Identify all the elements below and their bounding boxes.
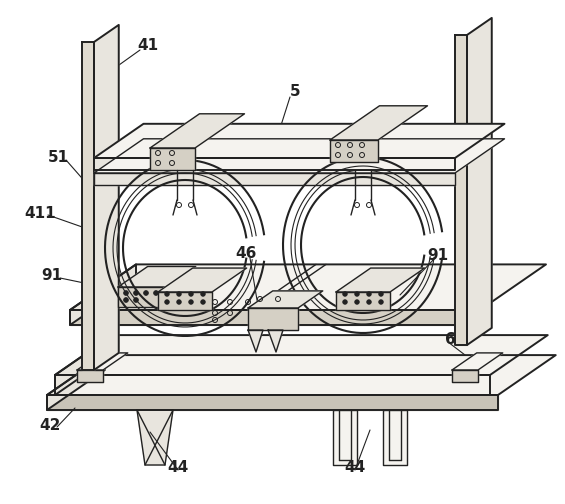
Text: 44: 44 <box>167 461 189 475</box>
Circle shape <box>201 300 205 304</box>
Circle shape <box>144 291 148 295</box>
Polygon shape <box>330 106 428 140</box>
Polygon shape <box>94 124 505 158</box>
Polygon shape <box>47 355 556 395</box>
Polygon shape <box>82 42 94 370</box>
Polygon shape <box>47 355 105 410</box>
Polygon shape <box>137 410 173 465</box>
Circle shape <box>134 291 138 295</box>
Circle shape <box>134 298 138 302</box>
Polygon shape <box>248 291 323 308</box>
Polygon shape <box>158 292 212 310</box>
Text: 91: 91 <box>428 247 449 263</box>
Polygon shape <box>77 370 103 382</box>
Circle shape <box>343 300 347 304</box>
Polygon shape <box>336 268 425 292</box>
Circle shape <box>343 292 347 296</box>
Polygon shape <box>118 287 166 307</box>
Circle shape <box>201 292 205 296</box>
Polygon shape <box>336 292 390 310</box>
Polygon shape <box>70 310 480 325</box>
Polygon shape <box>94 139 505 173</box>
Polygon shape <box>383 410 407 465</box>
Polygon shape <box>150 114 245 148</box>
Text: 42: 42 <box>40 417 60 432</box>
Polygon shape <box>248 308 298 330</box>
Circle shape <box>165 300 169 304</box>
Circle shape <box>177 292 181 296</box>
Text: 41: 41 <box>137 37 159 52</box>
Polygon shape <box>268 330 283 352</box>
Polygon shape <box>158 268 247 292</box>
Polygon shape <box>55 335 547 375</box>
Circle shape <box>367 300 371 304</box>
Polygon shape <box>455 35 467 345</box>
Text: 46: 46 <box>235 246 257 262</box>
Circle shape <box>165 292 169 296</box>
Circle shape <box>355 300 359 304</box>
Text: 411: 411 <box>24 206 56 221</box>
Polygon shape <box>47 395 498 410</box>
Polygon shape <box>94 25 119 370</box>
Circle shape <box>189 300 193 304</box>
Text: 44: 44 <box>345 461 366 475</box>
Polygon shape <box>333 410 357 465</box>
Polygon shape <box>467 18 492 345</box>
Text: 5: 5 <box>290 85 301 99</box>
Text: 91: 91 <box>41 268 63 283</box>
Polygon shape <box>55 375 490 395</box>
Polygon shape <box>94 173 455 185</box>
Polygon shape <box>150 148 195 170</box>
Circle shape <box>124 298 128 302</box>
Polygon shape <box>452 353 503 370</box>
Polygon shape <box>70 265 546 310</box>
Polygon shape <box>55 335 113 395</box>
Circle shape <box>355 292 359 296</box>
Circle shape <box>177 300 181 304</box>
Circle shape <box>379 292 383 296</box>
Text: 6: 6 <box>445 333 455 347</box>
Circle shape <box>154 291 158 295</box>
Polygon shape <box>77 353 128 370</box>
Polygon shape <box>70 265 136 325</box>
Circle shape <box>124 291 128 295</box>
Polygon shape <box>94 158 455 170</box>
Polygon shape <box>330 140 378 162</box>
Text: 51: 51 <box>47 150 68 164</box>
Polygon shape <box>248 330 263 352</box>
Circle shape <box>379 300 383 304</box>
Polygon shape <box>452 370 478 382</box>
Circle shape <box>367 292 371 296</box>
Circle shape <box>189 292 193 296</box>
Polygon shape <box>118 267 195 287</box>
